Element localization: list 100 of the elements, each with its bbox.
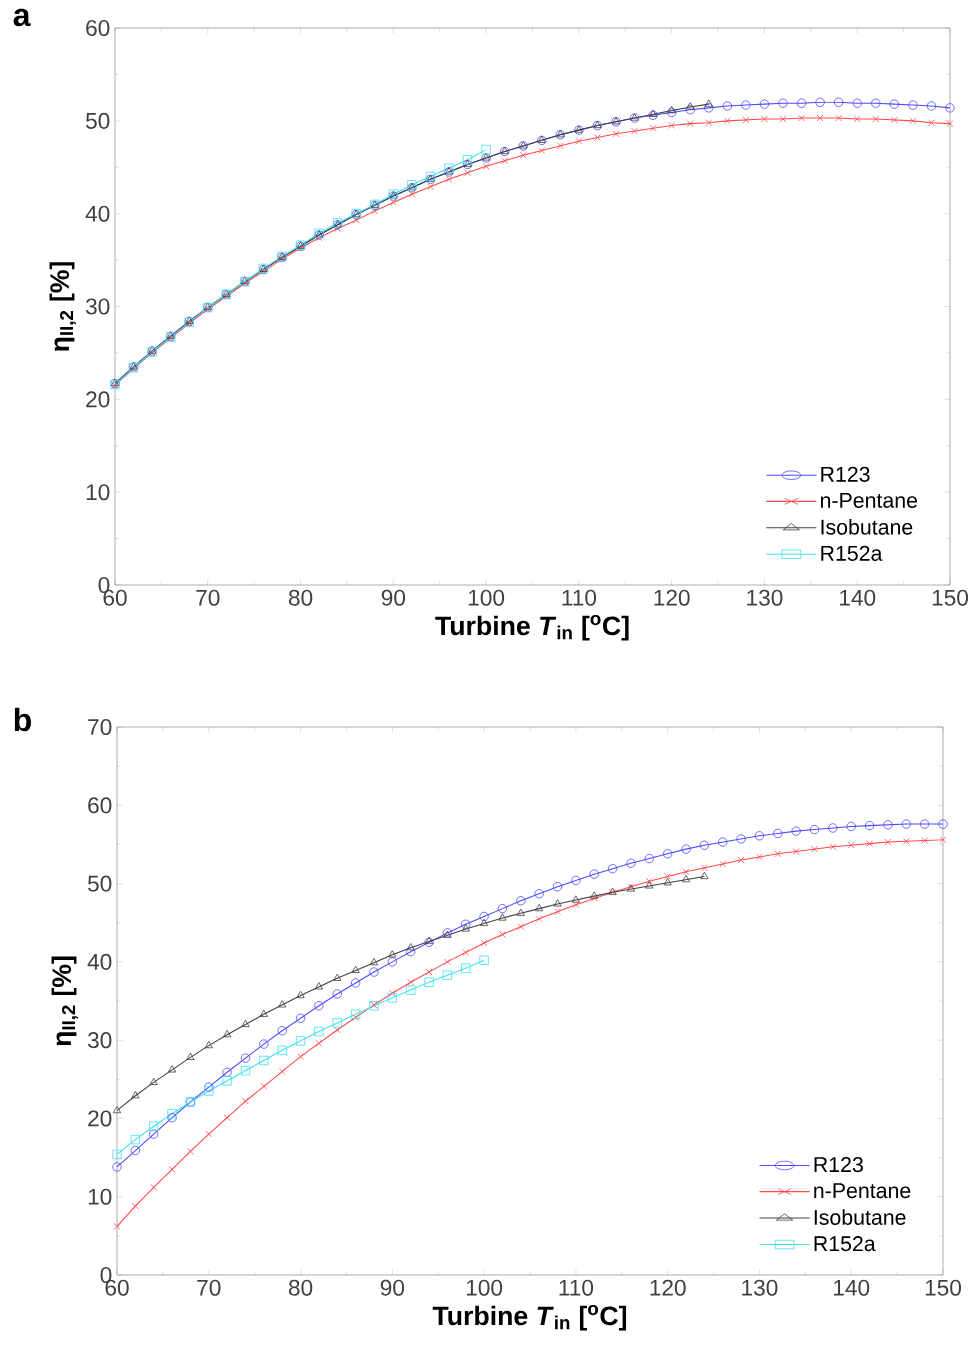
point (792, 848, 800, 855)
point (259, 1055, 269, 1066)
point (890, 116, 898, 124)
point (700, 871, 709, 880)
point (575, 137, 583, 145)
point (388, 950, 397, 958)
point (296, 990, 305, 999)
point (612, 130, 620, 138)
point (501, 157, 509, 165)
point (149, 1121, 159, 1131)
point (315, 1039, 323, 1047)
point (112, 1149, 122, 1160)
point (662, 849, 673, 859)
point (519, 151, 527, 159)
point (222, 1076, 232, 1086)
point (759, 99, 770, 109)
point (205, 1130, 213, 1138)
point (407, 978, 415, 986)
point (681, 844, 691, 854)
point (908, 100, 918, 110)
point (278, 1000, 287, 1008)
point (871, 98, 881, 108)
point (663, 878, 672, 886)
point (387, 993, 397, 1003)
point (902, 837, 910, 845)
point (796, 98, 807, 108)
point (756, 853, 763, 861)
point (369, 967, 379, 977)
point (168, 1165, 176, 1173)
point (516, 908, 525, 916)
x-tick-label: 80 (288, 589, 313, 606)
text: b (14, 707, 31, 732)
x-tick-label: 120 (650, 1279, 686, 1296)
point (816, 114, 824, 122)
x-tick-label: 120 (654, 589, 690, 606)
point (926, 101, 937, 111)
point (681, 875, 691, 883)
point (406, 943, 415, 951)
point (664, 873, 672, 880)
point (686, 120, 694, 128)
point (389, 199, 397, 206)
point (314, 1026, 324, 1037)
point (571, 875, 581, 886)
x-tick-label: 140 (834, 1279, 870, 1296)
x-tick-label: 110 (559, 1279, 594, 1296)
x-tick-label: 150 (925, 1279, 962, 1296)
point (204, 1086, 214, 1096)
y-tick-label: 10 (86, 484, 110, 501)
point (722, 101, 732, 111)
point (535, 903, 544, 912)
point (223, 1030, 232, 1038)
point (798, 114, 805, 122)
point (369, 957, 379, 966)
y-tick-label: 40 (87, 953, 112, 970)
y-tick-label: 30 (85, 298, 110, 315)
point (590, 895, 598, 902)
point (149, 1129, 159, 1139)
point (774, 850, 782, 858)
point (667, 105, 676, 114)
text: a (13, 8, 31, 27)
point (444, 163, 454, 173)
point (668, 122, 676, 129)
y-tick-label: 20 (86, 391, 110, 408)
x-tick-label: 70 (196, 589, 220, 606)
y-tick-label: 20 (88, 1110, 112, 1127)
point (901, 819, 911, 829)
point (240, 1066, 251, 1076)
point (754, 831, 765, 841)
point (834, 97, 844, 107)
point (315, 234, 323, 242)
x-tick-label: 130 (747, 589, 783, 606)
y-tick-label: 70 (88, 718, 112, 736)
point (295, 1013, 306, 1023)
point (700, 864, 708, 872)
point (682, 868, 690, 876)
point (278, 1068, 286, 1075)
point (538, 147, 546, 154)
point (645, 877, 653, 885)
x-tick-label: 100 (466, 1279, 503, 1296)
point (130, 1134, 141, 1145)
point (352, 1014, 360, 1021)
point (204, 1040, 213, 1049)
y-tick-label: 30 (87, 1032, 112, 1049)
y-tick-label: 50 (87, 875, 112, 892)
point (408, 190, 416, 198)
point (479, 955, 489, 965)
point (462, 155, 473, 165)
point (928, 119, 935, 127)
point (553, 899, 562, 907)
point (351, 965, 360, 974)
point (705, 119, 713, 127)
point (461, 924, 470, 932)
point (742, 116, 750, 124)
point (149, 1077, 158, 1085)
legend-label: R152a (821, 545, 883, 561)
x-tick-label: 90 (380, 1279, 405, 1296)
point (204, 1082, 214, 1092)
point (427, 183, 434, 191)
point (388, 989, 396, 997)
x-tick-label: 110 (562, 589, 597, 606)
